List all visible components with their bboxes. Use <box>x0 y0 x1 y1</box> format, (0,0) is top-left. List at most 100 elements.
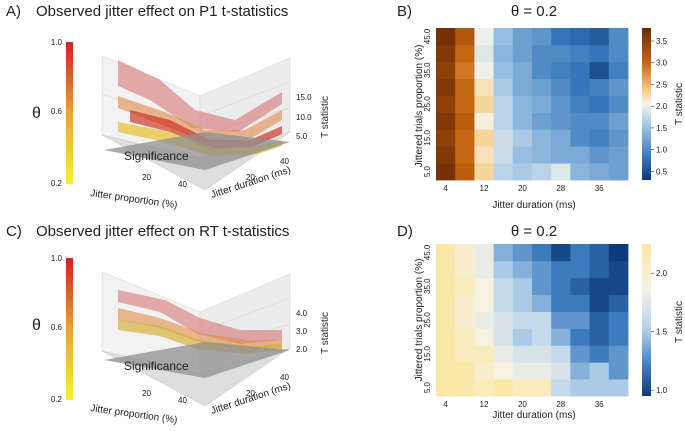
x-tick-label: 36 <box>595 184 604 193</box>
heatmap-cell <box>589 294 610 312</box>
heatmap-cell <box>532 146 552 164</box>
heatmap-cell <box>570 260 590 279</box>
heatmap-cell <box>608 129 629 147</box>
significance-plane <box>104 342 290 378</box>
heatmap-cell <box>532 95 552 113</box>
heatmap-cell <box>608 146 629 164</box>
heatmap-cell <box>455 146 475 164</box>
heatmap-cell <box>532 244 552 262</box>
theta-colorbar <box>66 258 73 400</box>
heatmap-cell <box>589 61 610 80</box>
heatmap-cell <box>455 61 475 80</box>
plot-3d-a: Significance 15.0 10.0 5.0 T statistic 2… <box>90 55 331 211</box>
heatmap-cell <box>551 129 571 147</box>
heatmap-cell <box>474 28 494 46</box>
heatmap-cell <box>474 244 494 262</box>
heatmap-cell <box>608 95 629 113</box>
theta-label: θ <box>32 105 41 122</box>
panel-c-title: Observed jitter effect on RT t-statistic… <box>36 223 289 240</box>
heatmap-cell <box>608 345 629 363</box>
heatmap-cell <box>512 163 533 181</box>
y-tick-label: 45.0 <box>423 28 432 44</box>
heatmap-cell <box>474 277 494 296</box>
heatmap-cell <box>551 277 571 296</box>
x-tick-label: 20 <box>518 400 527 409</box>
heatmap-d-colorbar-ticks: 2.0 1.5 1.0 <box>651 269 668 395</box>
heatmap-cell <box>512 78 533 96</box>
heatmap-cell <box>608 44 629 63</box>
heatmap-cell <box>512 44 533 63</box>
heatmap-cell <box>608 311 629 329</box>
y-tick: 20 <box>246 389 255 398</box>
x-tick-label: 36 <box>595 400 604 409</box>
heatmap-cell <box>474 163 494 181</box>
z-tick: 15.0 <box>296 93 312 102</box>
heatmap-cell <box>436 112 456 130</box>
heatmap-cell <box>512 28 533 46</box>
heatmap-cell <box>512 311 533 329</box>
theta-tick: 0.2 <box>51 179 63 188</box>
heatmap-cell <box>570 146 590 164</box>
heatmap-cell <box>436 44 456 63</box>
heatmap-cell <box>570 311 590 329</box>
heatmap-cell <box>570 44 590 63</box>
theta-tick: 0.2 <box>51 395 63 404</box>
heatmap-cell <box>512 244 533 262</box>
y-tick: 40 <box>280 373 289 382</box>
panel-b-letter: B) <box>397 3 412 20</box>
heatmap-cell <box>474 379 494 397</box>
heatmap-cell <box>455 277 475 296</box>
heatmap-cell <box>493 78 514 96</box>
heatmap-cell <box>512 328 533 346</box>
heatmap-cell <box>474 260 494 279</box>
heatmap-cell <box>532 277 552 296</box>
z-tick: 10.0 <box>296 113 312 122</box>
heatmap-cell <box>532 78 552 96</box>
heatmap-cell <box>551 311 571 329</box>
colorbar-tick-label: 3.0 <box>656 59 668 68</box>
heatmap-cell <box>570 294 590 312</box>
heatmap-cell <box>493 379 514 397</box>
heatmap-cell <box>455 129 475 147</box>
heatmap-cell <box>589 277 610 296</box>
colorbar-tick-label: 2.5 <box>656 81 668 90</box>
heatmap-cell <box>570 78 590 96</box>
x-tick-label: 12 <box>480 184 489 193</box>
heatmap-cell <box>436 362 456 380</box>
heatmap-cell <box>493 244 514 262</box>
heatmap-cell <box>436 163 456 181</box>
heatmap-cell <box>532 379 552 397</box>
theta-tick: 1.0 <box>51 254 63 263</box>
heatmap-cell <box>589 112 610 130</box>
colorbar-tick-label: 2.0 <box>656 102 668 111</box>
heatmap-cell <box>493 311 514 329</box>
x-tick-label: 4 <box>443 184 448 193</box>
heatmap-cell <box>512 294 533 312</box>
colorbar-tick-label: 1.0 <box>656 146 668 155</box>
heatmap-cell <box>532 328 552 346</box>
z-tick: 4.0 <box>296 309 308 318</box>
heatmap-cell <box>551 44 571 63</box>
z-axis-label: T statistic <box>320 96 331 138</box>
heatmap-cell <box>551 362 571 380</box>
heatmap-cell <box>532 260 552 279</box>
heatmap-cell <box>570 362 590 380</box>
surface-theta-1 <box>118 290 282 344</box>
heatmap-cell <box>551 294 571 312</box>
heatmap-cell <box>493 28 514 46</box>
heatmap-cell <box>493 61 514 80</box>
heatmap-cell <box>608 112 629 130</box>
heatmap-b-colorbar-ticks: 3.5 3.0 2.5 2.0 1.5 1.0 0.5 <box>651 37 668 176</box>
heatmap-cell <box>455 379 475 397</box>
panel-d: D) θ = 0.2 4 12 20 28 365.015.025.035.045.0 … <box>397 223 685 421</box>
heatmap-cell <box>436 28 456 46</box>
theta-tick: 0.6 <box>51 323 63 332</box>
heatmap-cell <box>455 95 475 113</box>
heatmap-cell <box>455 112 475 130</box>
heatmap-cell <box>608 163 629 181</box>
heatmap-cell <box>512 129 533 147</box>
heatmap-cell <box>512 260 533 279</box>
heatmap-cell <box>512 277 533 296</box>
heatmap-cell <box>474 146 494 164</box>
